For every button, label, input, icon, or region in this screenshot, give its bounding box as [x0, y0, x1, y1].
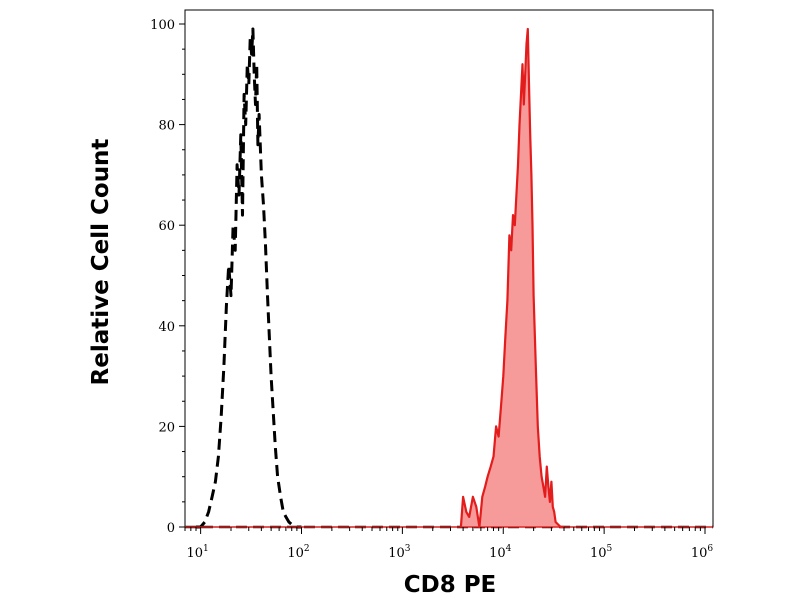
- y-tick-label-3: 60: [158, 219, 175, 234]
- y-tick-label-4: 80: [158, 119, 175, 134]
- series-0-line: [196, 27, 302, 529]
- y-tick-label-1: 20: [158, 420, 175, 435]
- x-tick-label-0: 101: [186, 544, 208, 561]
- y-axis: 0 20 40 60 80 100: [150, 18, 185, 536]
- y-tick-label-5: 100: [150, 18, 175, 33]
- x-tick-label-2: 103: [388, 544, 411, 561]
- x-tick-label-5: 106: [691, 544, 714, 561]
- series-1-area: [460, 29, 564, 527]
- y-axis-title: Relative Cell Count: [88, 139, 114, 386]
- x-tick-label-4: 105: [590, 544, 613, 561]
- y-tick-label-2: 40: [158, 320, 175, 335]
- x-axis-title: CD8 PE: [404, 572, 497, 598]
- plot-area: [184, 9, 714, 529]
- x-axis: 101 102 103 104 105 106: [184, 527, 714, 561]
- plot-frame: [184, 9, 714, 528]
- x-tick-label-1: 102: [287, 544, 309, 561]
- y-tick-label-0: 0: [167, 521, 175, 536]
- x-tick-label-3: 104: [489, 544, 512, 561]
- series-1-line: [459, 27, 564, 529]
